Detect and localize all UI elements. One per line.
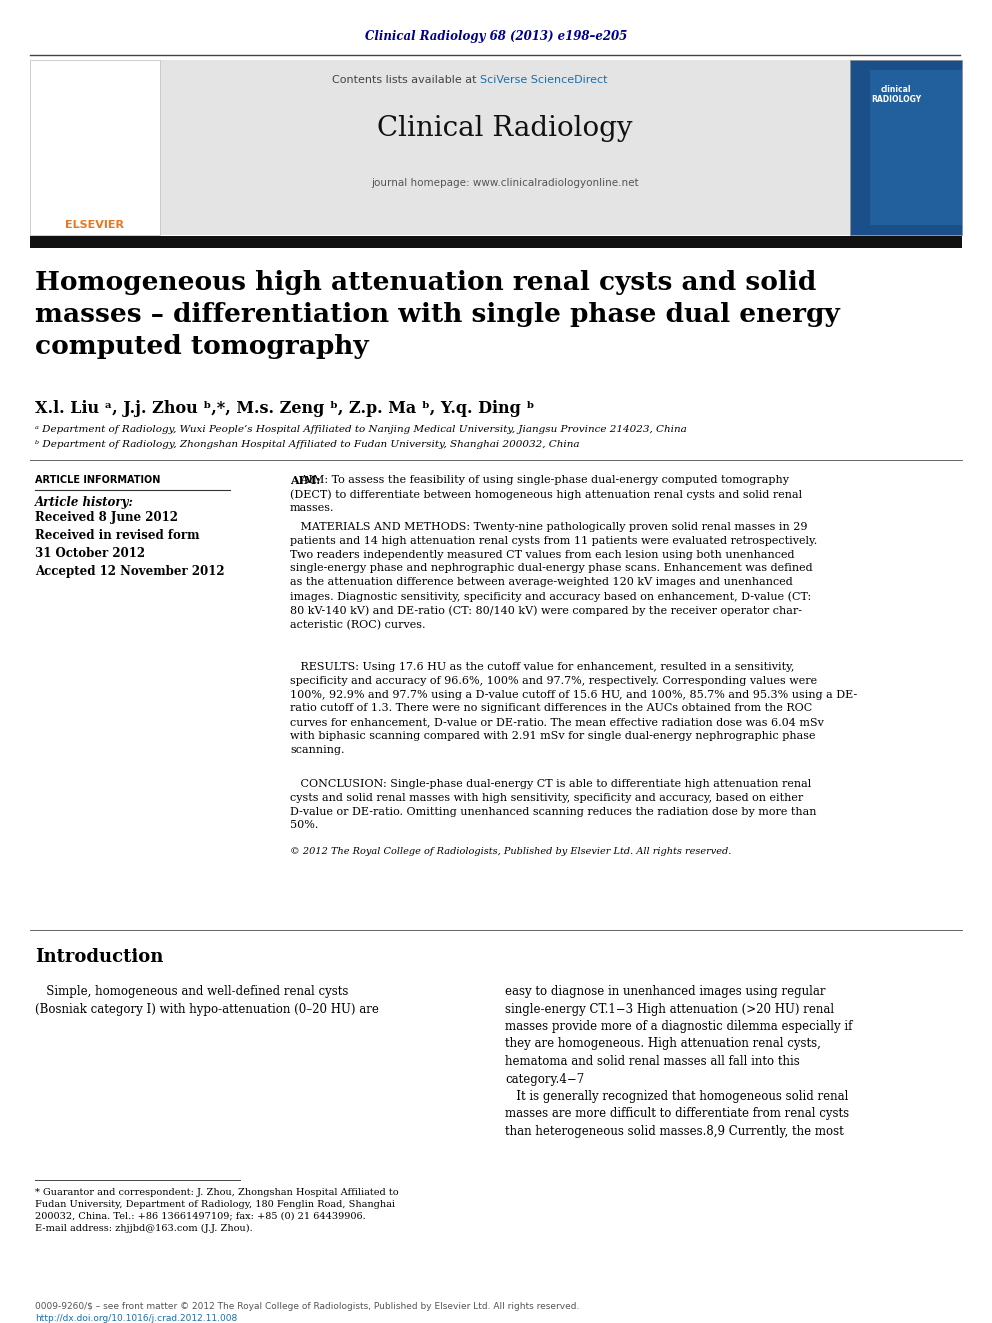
Text: ELSEVIER: ELSEVIER bbox=[65, 220, 125, 230]
Text: Homogeneous high attenuation renal cysts and solid: Homogeneous high attenuation renal cysts… bbox=[35, 270, 816, 295]
Text: © 2012 The Royal College of Radiologists, Published by Elsevier Ltd. All rights : © 2012 The Royal College of Radiologists… bbox=[290, 847, 731, 856]
Text: MATERIALS AND METHODS: Twenty-nine pathologically proven solid renal masses in 2: MATERIALS AND METHODS: Twenty-nine patho… bbox=[290, 523, 817, 631]
Text: AIM: To assess the feasibility of using single-phase dual-energy computed tomogr: AIM: To assess the feasibility of using … bbox=[290, 475, 803, 513]
Text: Received 8 June 2012
Received in revised form
31 October 2012
Accepted 12 Novemb: Received 8 June 2012 Received in revised… bbox=[35, 511, 224, 578]
Text: computed tomography: computed tomography bbox=[35, 333, 369, 359]
Text: Simple, homogeneous and well-defined renal cysts
(Bosniak category I) with hypo-: Simple, homogeneous and well-defined ren… bbox=[35, 986, 379, 1016]
Text: * Guarantor and correspondent: J. Zhou, Zhongshan Hospital Affiliated to
Fudan U: * Guarantor and correspondent: J. Zhou, … bbox=[35, 1188, 399, 1233]
Text: Introduction: Introduction bbox=[35, 949, 164, 966]
Text: Article history:: Article history: bbox=[35, 496, 134, 509]
Text: Clinical Radiology 68 (2013) e198–e205: Clinical Radiology 68 (2013) e198–e205 bbox=[365, 30, 627, 44]
Text: AIM: To assess the feasibility of using single-phase dual-energy computed tomogr: AIM: To assess the feasibility of using … bbox=[290, 475, 803, 513]
Text: AIM:: AIM: bbox=[290, 475, 320, 486]
Bar bbox=[160, 60, 850, 235]
Text: Clinical Radiology: Clinical Radiology bbox=[377, 115, 633, 142]
Bar bbox=[870, 70, 962, 225]
Bar bbox=[30, 235, 962, 247]
Text: easy to diagnose in unenhanced images using regular
single-energy CT.1−3 High at: easy to diagnose in unenhanced images us… bbox=[505, 986, 852, 1138]
Text: ᵃ Department of Radiology, Wuxi People’s Hospital Affiliated to Nanjing Medical : ᵃ Department of Radiology, Wuxi People’s… bbox=[35, 425, 686, 434]
Bar bbox=[850, 60, 962, 235]
Text: CONCLUSION: Single-phase dual-energy CT is able to differentiate high attenuatio: CONCLUSION: Single-phase dual-energy CT … bbox=[290, 779, 816, 831]
Text: ᵇ Department of Radiology, Zhongshan Hospital Affiliated to Fudan University, Sh: ᵇ Department of Radiology, Zhongshan Hos… bbox=[35, 441, 579, 448]
Text: ARTICLE INFORMATION: ARTICLE INFORMATION bbox=[35, 475, 161, 486]
Text: Contents lists available at: Contents lists available at bbox=[332, 75, 480, 85]
Text: journal homepage: www.clinicalradiologyonline.net: journal homepage: www.clinicalradiologyo… bbox=[371, 179, 639, 188]
Text: RESULTS: Using 17.6 HU as the cutoff value for enhancement, resulted in a sensit: RESULTS: Using 17.6 HU as the cutoff val… bbox=[290, 662, 857, 754]
Text: masses – differentiation with single phase dual energy: masses – differentiation with single pha… bbox=[35, 302, 840, 327]
Text: 0009-9260/$ – see front matter © 2012 The Royal College of Radiologists, Publish: 0009-9260/$ – see front matter © 2012 Th… bbox=[35, 1302, 579, 1311]
Text: SciVerse ScienceDirect: SciVerse ScienceDirect bbox=[480, 75, 607, 85]
Text: clinical
RADIOLOGY: clinical RADIOLOGY bbox=[871, 85, 921, 105]
Text: http://dx.doi.org/10.1016/j.crad.2012.11.008: http://dx.doi.org/10.1016/j.crad.2012.11… bbox=[35, 1314, 237, 1323]
Bar bbox=[30, 60, 160, 235]
Text: X.l. Liu ᵃ, J.j. Zhou ᵇ,*, M.s. Zeng ᵇ, Z.p. Ma ᵇ, Y.q. Ding ᵇ: X.l. Liu ᵃ, J.j. Zhou ᵇ,*, M.s. Zeng ᵇ, … bbox=[35, 400, 535, 417]
